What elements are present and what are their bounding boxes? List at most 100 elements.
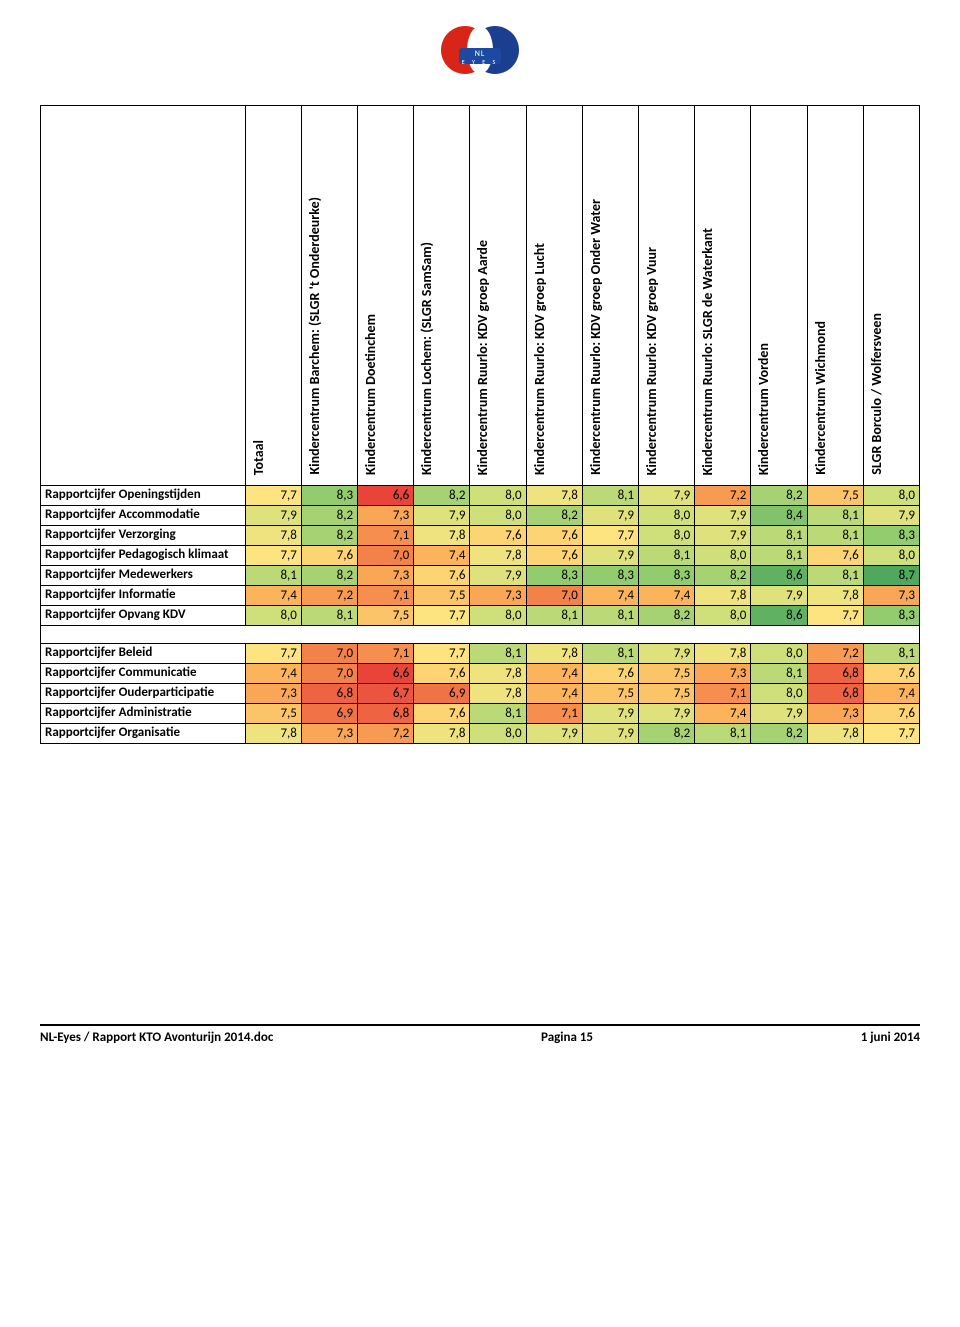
value-cell: 8,6 — [751, 566, 807, 586]
value-cell: 7,6 — [807, 546, 863, 566]
column-header: Kindercentrum Barchem: (SLGR 't Onderdeu… — [301, 106, 357, 486]
value-cell: 7,6 — [414, 566, 470, 586]
column-header-label: SLGR Borculo / Wolfersveen — [868, 309, 885, 479]
value-cell: 8,7 — [863, 566, 919, 586]
value-cell: 8,3 — [526, 566, 582, 586]
value-cell: 7,4 — [245, 586, 301, 606]
value-cell: 7,9 — [639, 486, 695, 506]
value-cell: 7,8 — [807, 586, 863, 606]
table-row: Rapportcijfer Ouderparticipatie7,36,86,7… — [41, 684, 920, 704]
value-cell: 7,3 — [301, 724, 357, 744]
column-header: SLGR Borculo / Wolfersveen — [863, 106, 919, 486]
column-header-label: Kindercentrum Ruurlo: SLGR de Waterkant — [699, 224, 716, 479]
heatmap-table: TotaalKindercentrum Barchem: (SLGR 't On… — [40, 105, 920, 744]
column-header-label: Kindercentrum Ruurlo: KDV groep Onder Wa… — [587, 195, 604, 479]
column-header-label: Kindercentrum Ruurlo: KDV groep Aarde — [474, 236, 491, 479]
footer-center: Pagina 15 — [541, 1030, 593, 1045]
value-cell: 7,4 — [582, 586, 638, 606]
value-cell: 7,9 — [751, 704, 807, 724]
value-cell: 7,6 — [526, 546, 582, 566]
column-header-label: Kindercentrum Lochem: (SLGR SamSam) — [418, 238, 435, 479]
value-cell: 7,2 — [695, 486, 751, 506]
value-cell: 7,5 — [245, 704, 301, 724]
value-cell: 7,1 — [358, 526, 414, 546]
value-cell: 7,2 — [807, 644, 863, 664]
table-row: Rapportcijfer Openingstijden7,78,36,68,2… — [41, 486, 920, 506]
value-cell: 8,0 — [470, 486, 526, 506]
value-cell: 6,8 — [358, 704, 414, 724]
value-cell: 7,5 — [639, 664, 695, 684]
value-cell: 8,3 — [582, 566, 638, 586]
table-row: Rapportcijfer Communicatie7,47,06,67,67,… — [41, 664, 920, 684]
value-cell: 7,7 — [414, 606, 470, 626]
value-cell: 7,3 — [245, 684, 301, 704]
value-cell: 7,8 — [245, 724, 301, 744]
table-row: Rapportcijfer Informatie7,47,27,17,57,37… — [41, 586, 920, 606]
value-cell: 8,1 — [470, 704, 526, 724]
column-header: Kindercentrum Lochem: (SLGR SamSam) — [414, 106, 470, 486]
row-label: Rapportcijfer Medewerkers — [41, 566, 246, 586]
spacer-row — [41, 626, 920, 644]
value-cell: 8,0 — [751, 684, 807, 704]
value-cell: 8,3 — [863, 606, 919, 626]
value-cell: 8,2 — [301, 506, 357, 526]
value-cell: 8,2 — [301, 526, 357, 546]
value-cell: 6,6 — [358, 486, 414, 506]
value-cell: 7,0 — [526, 586, 582, 606]
column-header: Kindercentrum Ruurlo: KDV groep Aarde — [470, 106, 526, 486]
row-label: Rapportcijfer Ouderparticipatie — [41, 684, 246, 704]
value-cell: 7,1 — [695, 684, 751, 704]
value-cell: 7,9 — [751, 586, 807, 606]
value-cell: 8,0 — [695, 546, 751, 566]
value-cell: 8,1 — [751, 546, 807, 566]
value-cell: 7,7 — [582, 526, 638, 546]
column-header: Kindercentrum Ruurlo: SLGR de Waterkant — [695, 106, 751, 486]
value-cell: 8,3 — [301, 486, 357, 506]
value-cell: 8,2 — [526, 506, 582, 526]
value-cell: 7,8 — [470, 664, 526, 684]
value-cell: 6,6 — [358, 664, 414, 684]
value-cell: 6,8 — [301, 684, 357, 704]
value-cell: 7,9 — [863, 506, 919, 526]
value-cell: 8,0 — [639, 526, 695, 546]
value-cell: 7,7 — [414, 644, 470, 664]
value-cell: 8,2 — [414, 486, 470, 506]
value-cell: 7,6 — [863, 664, 919, 684]
value-cell: 7,6 — [526, 526, 582, 546]
value-cell: 7,7 — [807, 606, 863, 626]
row-label: Rapportcijfer Openingstijden — [41, 486, 246, 506]
table-row: Rapportcijfer Verzorging7,88,27,17,87,67… — [41, 526, 920, 546]
column-header: Kindercentrum Vorden — [751, 106, 807, 486]
table-row: Rapportcijfer Pedagogisch klimaat7,77,67… — [41, 546, 920, 566]
value-cell: 7,3 — [358, 506, 414, 526]
value-cell: 7,3 — [863, 586, 919, 606]
value-cell: 8,2 — [639, 724, 695, 744]
table-row: Rapportcijfer Opvang KDV8,08,17,57,78,08… — [41, 606, 920, 626]
value-cell: 7,9 — [582, 506, 638, 526]
row-label: Rapportcijfer Organisatie — [41, 724, 246, 744]
column-header-label: Kindercentrum Ruurlo: KDV groep Vuur — [643, 243, 660, 479]
value-cell: 8,1 — [807, 506, 863, 526]
value-cell: 8,0 — [245, 606, 301, 626]
value-cell: 7,1 — [358, 644, 414, 664]
column-header: Kindercentrum Wichmond — [807, 106, 863, 486]
value-cell: 8,0 — [470, 606, 526, 626]
value-cell: 7,6 — [414, 704, 470, 724]
value-cell: 8,2 — [639, 606, 695, 626]
value-cell: 8,3 — [863, 526, 919, 546]
column-header-label: Kindercentrum Doetinchem — [362, 310, 379, 479]
value-cell: 8,1 — [301, 606, 357, 626]
value-cell: 7,6 — [301, 546, 357, 566]
table-row: Rapportcijfer Beleid7,77,07,17,78,17,88,… — [41, 644, 920, 664]
value-cell: 7,5 — [639, 684, 695, 704]
value-cell: 7,3 — [695, 664, 751, 684]
value-cell: 7,5 — [414, 586, 470, 606]
column-header: Kindercentrum Ruurlo: KDV groep Vuur — [639, 106, 695, 486]
value-cell: 7,7 — [245, 644, 301, 664]
value-cell: 8,1 — [470, 644, 526, 664]
value-cell: 7,7 — [863, 724, 919, 744]
value-cell: 6,8 — [807, 684, 863, 704]
row-label: Rapportcijfer Administratie — [41, 704, 246, 724]
value-cell: 7,5 — [582, 684, 638, 704]
value-cell: 6,7 — [358, 684, 414, 704]
